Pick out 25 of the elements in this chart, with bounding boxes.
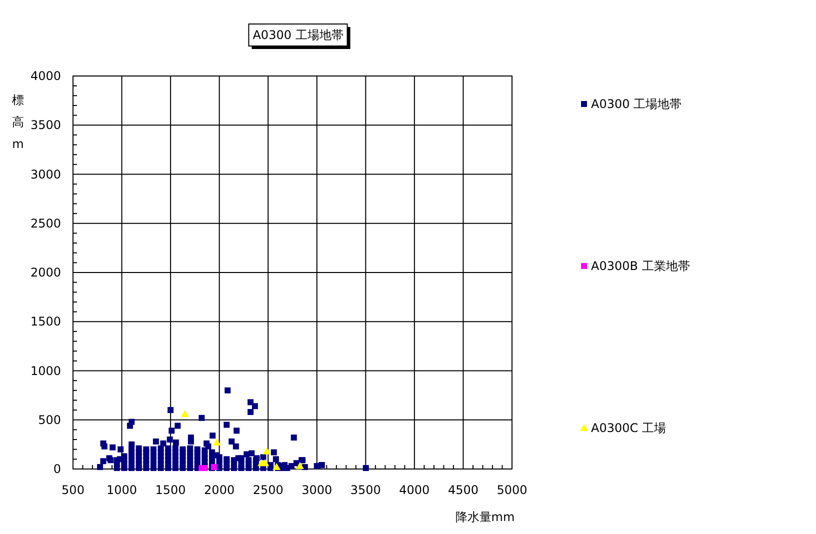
- x-axis-title: 降水量mm: [455, 510, 515, 524]
- x-tick-label: 3000: [302, 483, 332, 497]
- x-tick-label: 4000: [399, 483, 430, 497]
- y-tick-label: 2000: [30, 266, 61, 280]
- x-tick-label: 4500: [448, 483, 478, 497]
- x-tick-label: 3500: [350, 483, 381, 497]
- legend-label: A0300B 工業地帯: [591, 259, 690, 273]
- y-tick-label: 1000: [30, 364, 61, 378]
- y-tick-label: 2500: [30, 216, 61, 230]
- y-tick-label: 1500: [30, 314, 61, 329]
- legend-label: A0300 工場地帯: [591, 97, 682, 111]
- x-tick-label: 1000: [106, 483, 138, 497]
- y-tick-label: 500: [38, 412, 61, 427]
- y-tick-label: 4000: [30, 69, 61, 83]
- x-tick-label: 1500: [155, 483, 186, 497]
- legend-label: A0300C 工場: [591, 421, 666, 435]
- chart-title: A0300 工場地帯: [252, 28, 344, 42]
- y-axis-title: 標高m: [12, 93, 24, 151]
- x-tick-label: 2500: [252, 483, 284, 497]
- x-tick-label: 5000: [496, 483, 528, 497]
- y-tick-label: 3000: [30, 167, 61, 182]
- x-tick-label: 500: [62, 483, 84, 497]
- x-tick-label: 2000: [204, 483, 235, 497]
- y-tick-label: 0: [53, 462, 61, 476]
- y-tick-label: 3500: [30, 118, 61, 132]
